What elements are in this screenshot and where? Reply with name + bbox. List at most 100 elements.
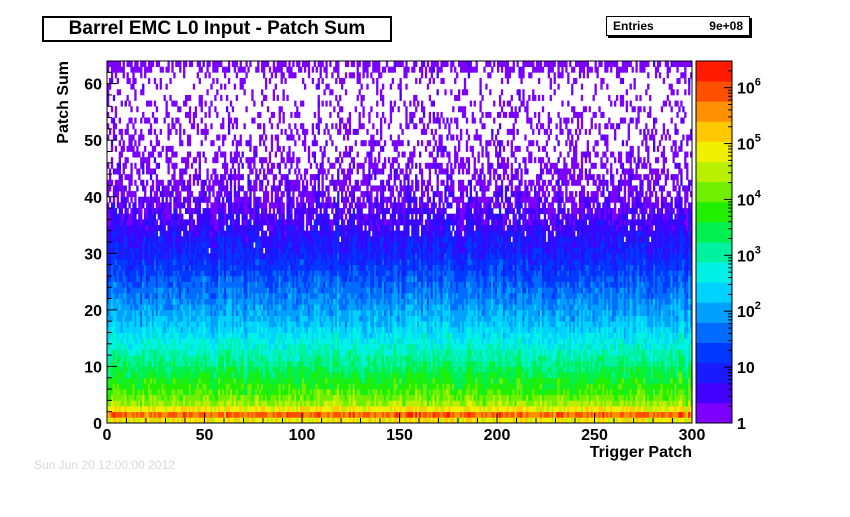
heatmap-cell bbox=[263, 406, 266, 413]
heatmap-cell bbox=[374, 394, 377, 401]
heatmap-cell bbox=[179, 366, 182, 373]
heatmap-cell bbox=[559, 411, 562, 418]
heatmap-cell bbox=[165, 389, 168, 396]
heatmap-cell bbox=[381, 372, 385, 379]
heatmap-cell bbox=[165, 400, 168, 407]
heatmap-cell bbox=[524, 360, 527, 367]
heatmap-cell bbox=[551, 349, 554, 356]
heatmap-cell bbox=[656, 411, 660, 418]
heatmap-cell bbox=[557, 417, 560, 424]
heatmap-cell bbox=[557, 406, 560, 413]
heatmap-cell bbox=[344, 372, 348, 379]
heatmap-cell bbox=[235, 417, 238, 424]
heatmap-cell bbox=[635, 355, 638, 362]
heatmap-cell bbox=[249, 383, 252, 390]
heatmap-cell bbox=[674, 377, 677, 384]
heatmap-cell bbox=[337, 383, 340, 390]
heatmap-cell bbox=[536, 360, 539, 367]
heatmap-cell bbox=[247, 389, 250, 396]
heatmap-cell bbox=[688, 389, 691, 396]
heatmap-cell bbox=[185, 417, 188, 424]
heatmap-cell bbox=[186, 389, 190, 396]
heatmap-cell bbox=[389, 377, 393, 384]
heatmap-cell bbox=[303, 383, 307, 390]
heatmap-cell bbox=[592, 406, 595, 413]
heatmap-cell bbox=[502, 377, 506, 384]
heatmap-cell bbox=[237, 377, 240, 384]
heatmap-cell bbox=[346, 377, 350, 384]
heatmap-cell bbox=[424, 400, 428, 407]
heatmap-cell bbox=[259, 383, 262, 390]
heatmap-cell bbox=[323, 349, 326, 356]
heatmap-cell bbox=[633, 360, 636, 367]
heatmap-cell bbox=[372, 400, 375, 407]
heatmap-cell bbox=[532, 360, 535, 367]
heatmap-cell bbox=[255, 377, 258, 384]
heatmap-cell bbox=[231, 360, 235, 367]
heatmap-cell bbox=[305, 417, 309, 424]
heatmap-cell bbox=[690, 411, 693, 418]
heatmap-cell bbox=[411, 406, 414, 413]
heatmap-cell bbox=[130, 383, 133, 390]
heatmap-cell bbox=[296, 389, 299, 396]
heatmap-cell bbox=[259, 349, 262, 356]
heatmap-cell bbox=[502, 383, 506, 390]
heatmap-cell bbox=[578, 389, 582, 396]
heatmap-cell bbox=[582, 360, 586, 367]
heatmap-cell bbox=[397, 355, 400, 362]
heatmap-cell bbox=[674, 349, 677, 356]
heatmap-cell bbox=[545, 372, 549, 379]
heatmap-cell bbox=[298, 394, 301, 401]
heatmap-cell bbox=[627, 349, 630, 356]
heatmap-cell bbox=[317, 400, 320, 407]
heatmap-cell bbox=[327, 343, 330, 350]
heatmap-cell bbox=[545, 411, 549, 418]
heatmap-cell bbox=[268, 389, 272, 396]
heatmap-cell bbox=[481, 400, 484, 407]
heatmap-cell bbox=[578, 406, 582, 413]
heatmap-cell bbox=[471, 406, 474, 413]
heatmap-cell bbox=[380, 355, 383, 362]
heatmap-cell bbox=[118, 411, 121, 418]
heatmap-cell bbox=[520, 383, 523, 390]
heatmap-cell bbox=[202, 406, 205, 413]
heatmap-cell bbox=[356, 343, 359, 350]
heatmap-cell bbox=[588, 355, 591, 362]
heatmap-cell bbox=[658, 411, 662, 418]
heatmap-cell bbox=[157, 372, 160, 379]
heatmap-cell bbox=[317, 417, 320, 424]
heatmap-cell bbox=[514, 394, 517, 401]
heatmap-cell bbox=[537, 411, 541, 418]
heatmap-cell bbox=[149, 394, 153, 401]
heatmap-cell bbox=[454, 349, 457, 356]
heatmap-cell bbox=[225, 411, 229, 418]
heatmap-cell bbox=[668, 411, 671, 418]
heatmap-cell bbox=[175, 343, 178, 350]
heatmap-cell bbox=[179, 400, 182, 407]
heatmap-cell bbox=[225, 355, 229, 362]
heatmap-cell bbox=[686, 406, 689, 413]
heatmap-cell bbox=[337, 400, 340, 407]
heatmap-cell bbox=[286, 377, 289, 384]
heatmap-cell bbox=[633, 383, 636, 390]
heatmap-cell bbox=[604, 349, 607, 356]
heatmap-cell bbox=[175, 394, 178, 401]
heatmap-cell bbox=[286, 406, 289, 413]
heatmap-cell bbox=[282, 372, 285, 379]
heatmap-cell bbox=[598, 377, 601, 384]
heatmap-cell bbox=[635, 394, 638, 401]
heatmap-cell bbox=[231, 377, 235, 384]
heatmap-cell bbox=[621, 417, 625, 424]
heatmap-cell bbox=[346, 400, 350, 407]
heatmap-cell bbox=[280, 417, 283, 424]
heatmap-cell bbox=[327, 389, 330, 396]
heatmap-cell bbox=[350, 349, 354, 356]
heatmap-cell bbox=[112, 383, 116, 390]
heatmap-cell bbox=[426, 360, 430, 367]
heatmap-cell bbox=[241, 389, 244, 396]
heatmap-cell bbox=[161, 417, 164, 424]
heatmap-cell bbox=[368, 389, 371, 396]
heatmap-cell bbox=[278, 411, 281, 418]
heatmap-cell bbox=[672, 394, 675, 401]
heatmap-cell bbox=[243, 360, 246, 367]
